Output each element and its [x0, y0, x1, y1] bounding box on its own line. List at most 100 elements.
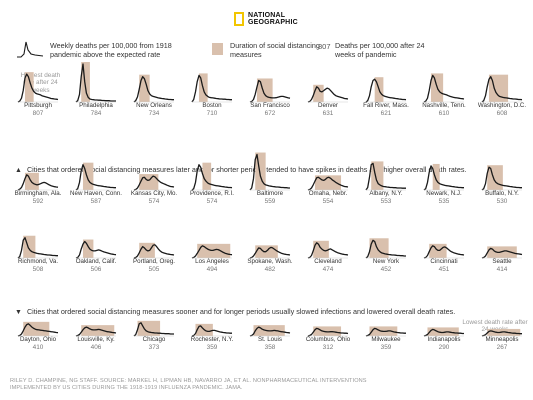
distancing-period-shade — [427, 327, 459, 336]
triangle-up-icon: ▲ — [15, 167, 22, 174]
distancing-period-shade — [24, 72, 34, 102]
city-death-total: 553 — [380, 198, 392, 205]
logo-text: NATIONAL GEOGRAPHIC — [248, 12, 298, 27]
legend-line-description: Weekly deaths per 100,000 from 1918 pand… — [50, 41, 172, 59]
city-chart: Dayton, Ohio 410 — [8, 296, 68, 356]
city-plot — [75, 162, 116, 191]
city-death-total: 410 — [32, 344, 44, 351]
logo-line-2: GEOGRAPHIC — [248, 19, 298, 26]
city-death-total: 494 — [206, 266, 218, 273]
city-name: Fall River, Mass. — [363, 102, 409, 109]
distancing-period-shade — [488, 74, 509, 102]
city-name: Spokane, Wash. — [247, 258, 293, 265]
city-death-total: 452 — [380, 266, 392, 273]
city-death-total: 554 — [322, 198, 334, 205]
city-plot — [191, 323, 232, 337]
death-rate-line — [423, 245, 465, 259]
city-chart: Denver 631 — [298, 62, 358, 122]
city-name: Nashville, Tenn. — [422, 102, 466, 109]
city-plot — [249, 245, 291, 259]
city-name: Baltimore — [256, 190, 284, 197]
city-chart: Philadelphia 784 — [66, 62, 126, 122]
death-rate-line — [17, 73, 59, 103]
death-rate-line — [191, 74, 232, 103]
city-death-total: 672 — [264, 110, 276, 117]
city-name: New Orleans — [136, 102, 172, 109]
death-rate-line — [249, 153, 290, 191]
city-plot — [133, 320, 174, 337]
city-name: Albany, N.Y. — [369, 190, 403, 197]
city-plot — [481, 165, 522, 191]
city-plot — [133, 174, 175, 191]
city-plot — [307, 84, 349, 103]
city-death-total: 710 — [206, 110, 218, 117]
national-geographic-logo: NATIONAL GEOGRAPHIC — [234, 8, 298, 30]
city-name: Pittsburgh — [24, 102, 52, 109]
city-name: Indianapolis — [427, 336, 461, 343]
distancing-period-shade — [81, 325, 115, 336]
section-label-later: ▲ Cities that ordered social distancing m… — [15, 165, 466, 174]
city-plot — [365, 326, 406, 337]
city-chart: Indianapolis 290 — [414, 296, 474, 356]
city-plot — [481, 328, 522, 337]
city-death-total: 267 — [496, 344, 508, 351]
logo-line-1: NATIONAL — [248, 11, 286, 19]
distancing-period-shade — [81, 62, 90, 102]
death-rate-line — [191, 325, 232, 337]
city-chart: Seattle 414 — [472, 218, 532, 278]
legend-shade-description: Duration of social distancing measures — [230, 41, 320, 59]
city-chart: Buffalo, N.Y. 530 — [472, 150, 532, 210]
city-chart: New Haven, Conn. 587 — [66, 150, 126, 210]
death-rate-line — [365, 162, 406, 191]
death-rate-line — [365, 239, 406, 259]
city-name: Los Angeles — [195, 258, 229, 265]
city-death-total: 508 — [32, 266, 44, 273]
city-death-total: 592 — [32, 198, 44, 205]
city-plot — [17, 321, 59, 337]
death-rate-line — [481, 76, 523, 103]
city-chart: Albany, N.Y. 553 — [356, 150, 416, 210]
city-death-total: 535 — [438, 198, 450, 205]
city-death-total: 505 — [148, 266, 160, 273]
city-plot — [17, 72, 59, 103]
city-death-total: 482 — [264, 266, 276, 273]
city-name: Newark, N.J. — [426, 190, 462, 197]
section-label-later-text: Cities that ordered social distancing me… — [26, 165, 467, 174]
city-death-total: 414 — [496, 266, 508, 273]
city-chart: San Francisco 672 — [240, 62, 300, 122]
city-name: St. Louis — [257, 336, 283, 343]
city-name: Philadelphia — [79, 102, 113, 109]
city-death-total: 359 — [206, 344, 218, 351]
city-plot — [75, 62, 116, 103]
death-rate-line — [423, 165, 464, 191]
city-name: San Francisco — [250, 102, 290, 109]
city-name: Portland, Oreg. — [133, 258, 175, 265]
city-chart: Portland, Oreg. 505 — [124, 218, 184, 278]
city-plot — [75, 239, 117, 259]
highest-death-rate-annotation: Highest death rate after 24 weeks — [20, 72, 61, 94]
city-death-total: 559 — [264, 198, 276, 205]
death-rate-line — [133, 76, 174, 103]
death-rate-line — [307, 327, 349, 337]
city-name: Seattle — [492, 258, 512, 265]
city-name: Richmond, Va. — [17, 258, 59, 265]
city-chart: St. Louis 358 — [240, 296, 300, 356]
city-name: Chicago — [142, 336, 166, 343]
distancing-period-shade — [137, 320, 161, 336]
city-plot — [365, 77, 407, 103]
legend-shade-swatch — [212, 43, 223, 55]
distancing-period-shade — [313, 326, 342, 336]
city-plot — [365, 238, 406, 259]
distancing-period-shade — [487, 165, 503, 190]
city-plot — [249, 152, 290, 191]
city-name: Boston — [202, 102, 222, 109]
distancing-period-shade — [139, 174, 159, 190]
city-plot — [423, 327, 464, 337]
death-rate-line — [481, 330, 522, 337]
city-chart: Providence, R.I. 574 — [182, 150, 242, 210]
city-chart: Milwaukee 359 — [356, 296, 416, 356]
death-rate-line — [133, 322, 174, 337]
distancing-period-shade — [256, 78, 273, 102]
city-name: Rochester, N.Y. — [190, 336, 234, 343]
city-death-total: 587 — [90, 198, 102, 205]
